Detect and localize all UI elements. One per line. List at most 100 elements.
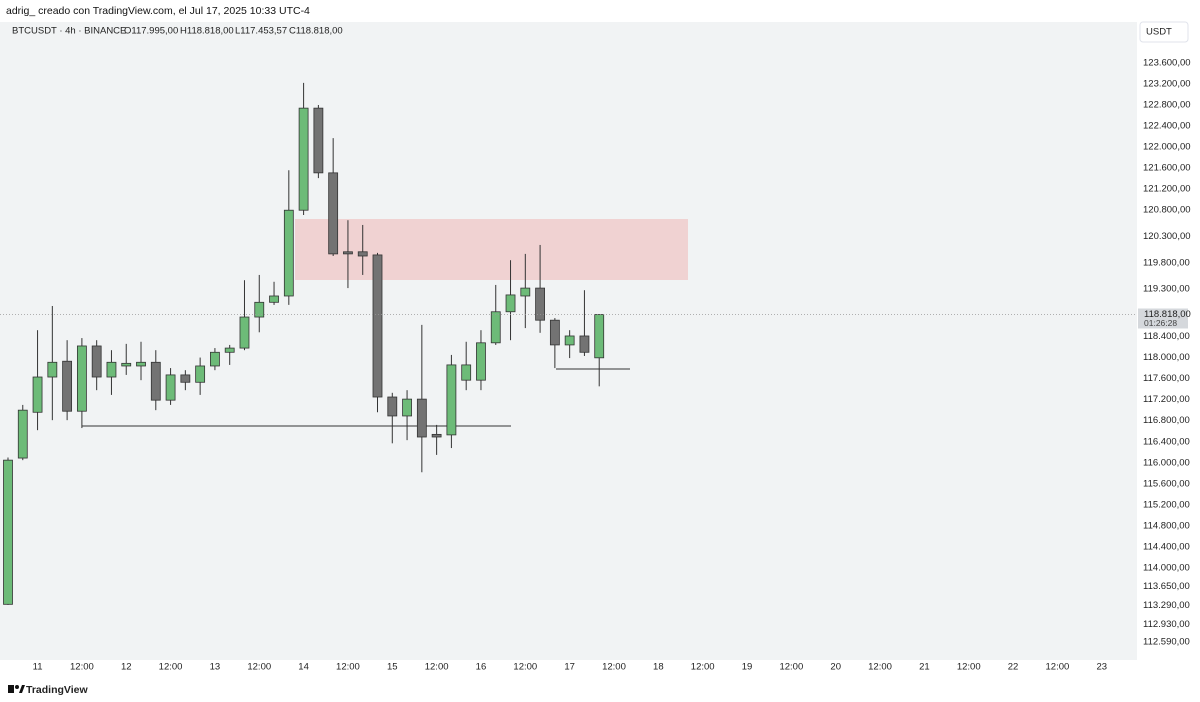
candle-body xyxy=(549,319,560,346)
candle-body xyxy=(387,396,398,417)
y-tick-label: 116.800,00 xyxy=(1143,415,1190,426)
y-tick-label: 113.650,00 xyxy=(1143,581,1190,592)
x-tick-label: 12:00 xyxy=(425,662,449,673)
supply-zone xyxy=(295,219,688,280)
candle-body xyxy=(254,301,265,318)
candle-body xyxy=(594,314,605,359)
y-tick-label: 115.200,00 xyxy=(1143,499,1190,510)
candle-body xyxy=(490,311,501,344)
candle-body xyxy=(298,107,309,211)
y-tick-label: 115.600,00 xyxy=(1143,478,1190,489)
y-tick-label: 122.800,00 xyxy=(1143,99,1191,110)
y-tick-label: 114.800,00 xyxy=(1143,520,1190,531)
countdown: 01:26:28 xyxy=(1144,318,1177,328)
logo-mark xyxy=(8,685,14,693)
x-tick-label: 12 xyxy=(121,662,132,673)
candle-body xyxy=(106,361,117,378)
candle-body xyxy=(520,287,531,297)
candle-body xyxy=(47,361,58,378)
y-tick-label: 121.200,00 xyxy=(1143,184,1191,195)
candle-body xyxy=(579,335,590,353)
candle-body xyxy=(283,209,294,297)
y-tick-label: 116.000,00 xyxy=(1143,457,1190,468)
candle-body xyxy=(505,294,516,313)
y-tick-label: 122.000,00 xyxy=(1143,142,1191,153)
candle-body xyxy=(416,398,427,438)
y-tick-label: 114.000,00 xyxy=(1143,563,1190,574)
candle-body xyxy=(17,409,28,459)
x-tick-label: 23 xyxy=(1096,662,1107,673)
x-tick-label: 22 xyxy=(1008,662,1019,673)
x-tick-label: 18 xyxy=(653,662,664,673)
candle-body xyxy=(195,365,206,383)
candle-body xyxy=(269,295,279,303)
x-tick-label: 11 xyxy=(33,662,43,673)
candle-body xyxy=(150,361,161,401)
x-tick-label: 17 xyxy=(564,662,575,673)
candle-body xyxy=(446,364,457,436)
legend-symbol: BTCUSDT · 4h · BINANCE xyxy=(12,26,126,37)
x-tick-label: 12:00 xyxy=(336,662,360,673)
legend-high: H118.818,00 xyxy=(180,26,234,37)
y-tick-label: 119.800,00 xyxy=(1143,257,1190,268)
x-tick-label: 12:00 xyxy=(513,662,537,673)
y-tick-label: 120.300,00 xyxy=(1143,231,1191,242)
candle-body xyxy=(476,342,486,381)
x-tick-label: 19 xyxy=(742,662,753,673)
y-tick-label: 112.930,00 xyxy=(1143,619,1190,630)
candle-body xyxy=(121,362,132,367)
currency-box[interactable] xyxy=(1139,21,1189,43)
candle-body xyxy=(180,374,191,383)
y-tick-label: 123.600,00 xyxy=(1143,57,1191,68)
x-tick-label: 12:00 xyxy=(602,662,626,673)
candle-body xyxy=(357,251,368,257)
candle-body xyxy=(91,345,102,378)
candle-body xyxy=(461,364,472,381)
logo-mark xyxy=(19,685,25,693)
x-tick-label: 15 xyxy=(387,662,398,673)
last-price-box xyxy=(1138,308,1188,329)
x-tick-label: 12:00 xyxy=(868,662,892,673)
y-tick-label: 120.800,00 xyxy=(1143,205,1191,216)
x-tick-label: 12:00 xyxy=(159,662,183,673)
legend-open: O117.995,00 xyxy=(124,26,178,37)
y-tick-label: 112.590,00 xyxy=(1143,637,1190,648)
logo-mark xyxy=(15,685,19,689)
y-tick-label: 121.600,00 xyxy=(1143,163,1191,174)
y-tick-label: 116.400,00 xyxy=(1143,436,1190,447)
legend-close: C118.818,00 xyxy=(289,26,343,37)
y-tick-label: 122.400,00 xyxy=(1143,121,1191,132)
candle-body xyxy=(3,459,13,605)
candle-body xyxy=(210,351,220,367)
x-tick-label: 12:00 xyxy=(957,662,981,673)
y-tick-label: 114.400,00 xyxy=(1143,541,1190,552)
y-tick-label: 117.200,00 xyxy=(1143,394,1190,405)
candle-body xyxy=(165,374,176,401)
currency[interactable]: USDT xyxy=(1146,27,1172,38)
last-price-label: 118.818,00 xyxy=(1144,309,1191,320)
y-tick-label: 123.200,00 xyxy=(1143,78,1191,89)
candle-body xyxy=(431,433,442,438)
candle-body xyxy=(564,335,575,346)
x-tick-label: 16 xyxy=(476,662,487,673)
candle-body xyxy=(328,172,339,255)
y-tick-label: 113.290,00 xyxy=(1143,600,1190,611)
candle-body xyxy=(62,360,73,412)
candle-body xyxy=(76,345,87,412)
author-line: adrig_ creado con TradingView.com, el Ju… xyxy=(6,5,310,17)
candle-body xyxy=(136,361,146,367)
footer-logo: TradingView xyxy=(8,684,88,696)
candle-body xyxy=(402,398,412,417)
candle-body xyxy=(313,107,324,174)
x-tick-label: 12:00 xyxy=(70,662,94,673)
x-tick-label: 20 xyxy=(830,662,841,673)
candle-body xyxy=(372,254,383,398)
brand: TradingView xyxy=(26,684,88,696)
y-tick-label: 118.400,00 xyxy=(1143,331,1190,342)
x-tick-label: 13 xyxy=(210,662,221,673)
y-tick-label: 117.600,00 xyxy=(1143,373,1190,384)
candle-body xyxy=(239,316,250,349)
x-tick-label: 12:00 xyxy=(779,662,803,673)
legend-low: L117.453,57 xyxy=(235,26,287,37)
